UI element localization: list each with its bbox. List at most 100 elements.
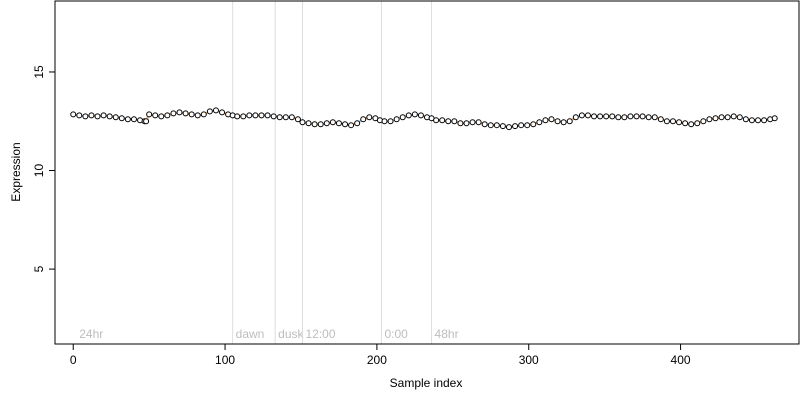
data-point <box>276 114 283 121</box>
point-layer <box>70 107 778 131</box>
data-point <box>530 121 537 128</box>
data-point <box>405 112 412 119</box>
data-point <box>188 111 195 118</box>
data-point <box>329 119 336 126</box>
vline-label: dawn <box>236 327 265 341</box>
data-point <box>335 120 342 127</box>
data-point <box>206 108 213 115</box>
data-point <box>342 121 349 128</box>
data-point <box>499 123 506 130</box>
data-point <box>246 112 253 119</box>
data-point <box>688 121 695 128</box>
axis-layer: 0 100 200 300 400 5 10 15 <box>32 65 691 367</box>
data-point <box>524 122 531 129</box>
data-point <box>294 116 301 123</box>
data-point <box>130 116 137 123</box>
data-point <box>736 114 743 121</box>
data-point <box>366 114 373 121</box>
data-point <box>100 112 107 119</box>
data-point <box>164 112 171 119</box>
data-point <box>603 113 610 120</box>
data-point <box>724 114 731 121</box>
data-point <box>463 120 470 127</box>
data-point <box>433 117 440 124</box>
data-point <box>676 119 683 126</box>
data-point <box>651 114 658 121</box>
data-point <box>694 120 701 127</box>
data-point <box>597 113 604 120</box>
data-point <box>124 116 131 123</box>
data-point <box>152 112 159 119</box>
data-point <box>118 115 125 122</box>
data-point <box>387 118 394 125</box>
data-point <box>439 117 446 124</box>
data-point <box>176 109 183 116</box>
data-point <box>170 110 177 117</box>
data-point <box>381 118 388 125</box>
data-point <box>512 123 519 130</box>
data-point <box>542 117 549 124</box>
data-point <box>639 113 646 120</box>
y-tick-label: 15 <box>32 65 46 79</box>
data-point <box>219 109 226 116</box>
corner-label: 24hr <box>79 327 103 341</box>
data-point <box>311 121 318 128</box>
data-point <box>399 114 406 121</box>
data-point <box>761 117 768 124</box>
data-point <box>609 113 616 120</box>
vline-layer: dawn dusk 12:00 0:00 48hr 24hr <box>79 1 459 344</box>
data-point <box>200 111 207 118</box>
plot-frame <box>54 0 800 345</box>
data-point <box>393 116 400 123</box>
vline-label: 48hr <box>435 327 459 341</box>
data-point <box>305 120 312 127</box>
data-point <box>457 120 464 127</box>
data-point <box>518 122 525 129</box>
y-tick-label: 10 <box>32 164 46 178</box>
data-point <box>742 116 749 123</box>
x-tick-label: 400 <box>671 353 691 367</box>
data-point <box>748 117 755 124</box>
x-tick-label: 300 <box>519 353 539 367</box>
data-point <box>240 113 247 120</box>
x-tick-label: 100 <box>215 353 235 367</box>
data-point <box>493 122 500 129</box>
data-point <box>234 113 241 120</box>
data-point <box>700 118 707 125</box>
data-point <box>554 118 561 125</box>
vline-label: 12:00 <box>305 327 335 341</box>
data-point <box>487 122 494 129</box>
data-point <box>94 113 101 120</box>
data-point <box>70 111 77 118</box>
data-point <box>354 120 361 127</box>
data-point <box>572 114 579 121</box>
data-point <box>411 111 418 118</box>
data-point <box>212 107 219 114</box>
data-point <box>282 114 289 121</box>
data-point <box>706 116 713 123</box>
data-point <box>591 113 598 120</box>
data-point <box>445 118 452 125</box>
data-point <box>158 113 165 120</box>
data-point <box>657 116 664 123</box>
x-tick-label: 0 <box>70 353 77 367</box>
data-point <box>669 118 676 125</box>
data-point <box>615 114 622 121</box>
data-point <box>505 124 512 131</box>
y-tick-label: 5 <box>32 265 46 272</box>
data-point <box>252 112 259 119</box>
data-point <box>360 116 367 123</box>
data-point <box>627 113 634 120</box>
data-point <box>755 117 762 124</box>
data-point <box>682 120 689 127</box>
data-point <box>481 121 488 128</box>
x-tick-label: 200 <box>367 353 387 367</box>
data-point <box>718 114 725 121</box>
data-point <box>88 112 95 119</box>
data-point <box>621 114 628 121</box>
vline-label: 0:00 <box>384 327 408 341</box>
data-point <box>143 118 150 125</box>
vline-label: dusk <box>278 327 304 341</box>
data-point <box>106 113 113 120</box>
